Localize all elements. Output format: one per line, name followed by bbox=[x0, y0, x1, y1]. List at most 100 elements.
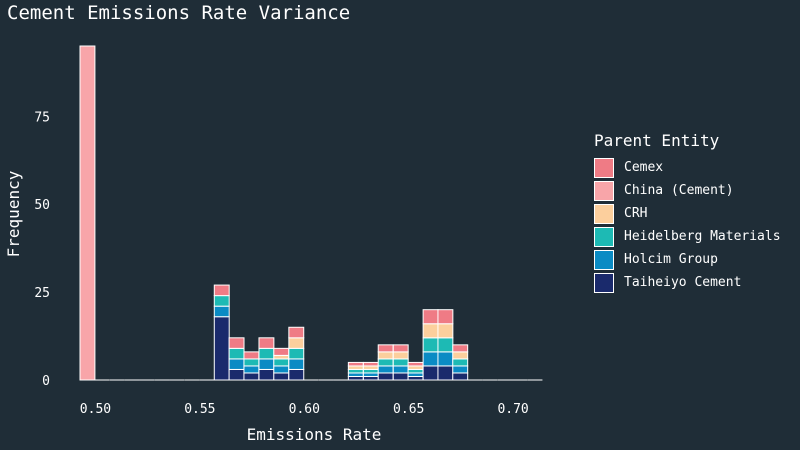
legend-label: CRH bbox=[624, 206, 648, 221]
bar-segment bbox=[228, 368, 245, 381]
bar-segment bbox=[258, 358, 275, 370]
bar-segment bbox=[422, 365, 439, 381]
bar-segment bbox=[362, 372, 379, 377]
bar-segment bbox=[452, 358, 469, 367]
bar-segment bbox=[377, 372, 394, 381]
bar-segment bbox=[452, 365, 469, 374]
y-tick-label: 50 bbox=[34, 198, 50, 213]
legend-swatch bbox=[594, 226, 614, 247]
bar-segment bbox=[347, 372, 364, 377]
bar-segment bbox=[258, 368, 275, 381]
bar-segment bbox=[243, 351, 260, 360]
bar-segment bbox=[452, 351, 469, 360]
bar-segment bbox=[377, 344, 394, 353]
legend-item: Cemex bbox=[594, 156, 781, 179]
bar-segment bbox=[407, 368, 424, 374]
y-tick-label: 25 bbox=[34, 286, 50, 301]
bar-segment bbox=[347, 368, 364, 374]
x-tick-label: 0.50 bbox=[80, 402, 111, 417]
x-tick-label: 0.55 bbox=[184, 402, 215, 417]
bar-segment bbox=[243, 358, 260, 367]
bar-segment bbox=[258, 347, 275, 360]
legend-label: Cemex bbox=[624, 160, 664, 175]
bar-segment bbox=[347, 361, 364, 367]
bar-segment bbox=[228, 337, 245, 349]
bar-segment bbox=[273, 358, 290, 367]
bar-segment bbox=[377, 358, 394, 367]
bar-segment bbox=[392, 372, 409, 381]
bar-segment bbox=[213, 295, 230, 307]
legend-swatch bbox=[594, 180, 614, 201]
bar-segment bbox=[243, 372, 260, 381]
bar-segment bbox=[273, 354, 290, 360]
bar-segment bbox=[228, 358, 245, 370]
legend-swatch bbox=[594, 157, 614, 178]
bar-segment bbox=[273, 365, 290, 374]
legend-swatch bbox=[594, 249, 614, 270]
bar-segment bbox=[392, 344, 409, 353]
bar-segment bbox=[213, 316, 230, 381]
bar-segment bbox=[422, 337, 439, 353]
bar-segment bbox=[362, 361, 379, 367]
y-axis-label: Frequency bbox=[4, 170, 23, 257]
bar-segment bbox=[213, 284, 230, 297]
legend-item: China (Cement) bbox=[594, 179, 781, 202]
bar-segment bbox=[213, 305, 230, 318]
bar-segment bbox=[258, 337, 275, 349]
bar-segment bbox=[377, 351, 394, 360]
legend-item: CRH bbox=[594, 202, 781, 225]
bar-segment bbox=[407, 361, 424, 367]
x-tick-label: 0.70 bbox=[497, 402, 528, 417]
bar-segment bbox=[392, 365, 409, 374]
bar-segment bbox=[362, 368, 379, 374]
x-tick-label: 0.60 bbox=[289, 402, 320, 417]
bar-segment bbox=[437, 337, 454, 353]
bar-segment bbox=[273, 347, 290, 356]
bar-segment bbox=[422, 323, 439, 339]
bar-segment bbox=[288, 358, 305, 370]
bar-segment bbox=[437, 351, 454, 367]
legend-label: China (Cement) bbox=[624, 183, 734, 198]
legend: Parent Entity Cemex China (Cement) CRH Heid… bbox=[594, 131, 781, 294]
legend-label: Holcim Group bbox=[624, 252, 718, 267]
legend-label: Heidelberg Materials bbox=[624, 229, 781, 244]
legend-label: Taiheiyo Cement bbox=[624, 275, 742, 290]
legend-item: Heidelberg Materials bbox=[594, 225, 781, 248]
y-axis-ticks: 0 25 50 75 bbox=[34, 110, 50, 389]
bar-segment bbox=[407, 365, 424, 370]
y-tick-label: 75 bbox=[34, 110, 50, 125]
bar-segment bbox=[362, 365, 379, 370]
bar-segment bbox=[362, 375, 379, 381]
legend-items: Cemex China (Cement) CRH Heidelberg Materia… bbox=[594, 156, 781, 294]
bar-segment bbox=[437, 309, 454, 325]
bar-segment bbox=[422, 351, 439, 367]
bar-segment bbox=[347, 375, 364, 381]
bar-segment bbox=[273, 372, 290, 381]
bar-segment bbox=[288, 347, 305, 360]
legend-swatch bbox=[594, 272, 614, 293]
bar-segment bbox=[288, 326, 305, 339]
bar-segment bbox=[392, 351, 409, 360]
bar-segment bbox=[437, 365, 454, 381]
bar-segment bbox=[377, 365, 394, 374]
x-axis-label: Emissions Rate bbox=[247, 425, 382, 444]
bar-segment bbox=[452, 344, 469, 353]
bar-segment bbox=[407, 372, 424, 377]
bar-segment bbox=[79, 45, 96, 381]
legend-item: Holcim Group bbox=[594, 248, 781, 271]
x-tick-label: 0.65 bbox=[393, 402, 424, 417]
x-axis-ticks: 0.50 0.55 0.60 0.65 0.70 bbox=[80, 402, 529, 417]
bar-segment bbox=[288, 368, 305, 381]
bar-segment bbox=[243, 365, 260, 374]
bar-segment bbox=[288, 337, 305, 349]
legend-item: Taiheiyo Cement bbox=[594, 271, 781, 294]
legend-swatch bbox=[594, 203, 614, 224]
bars-layer bbox=[79, 45, 543, 381]
bar-segment bbox=[392, 358, 409, 367]
bar-segment bbox=[228, 347, 245, 360]
bar-segment bbox=[422, 309, 439, 325]
bar-segment bbox=[347, 365, 364, 370]
bar-segment bbox=[407, 375, 424, 381]
bar-segment bbox=[437, 323, 454, 339]
